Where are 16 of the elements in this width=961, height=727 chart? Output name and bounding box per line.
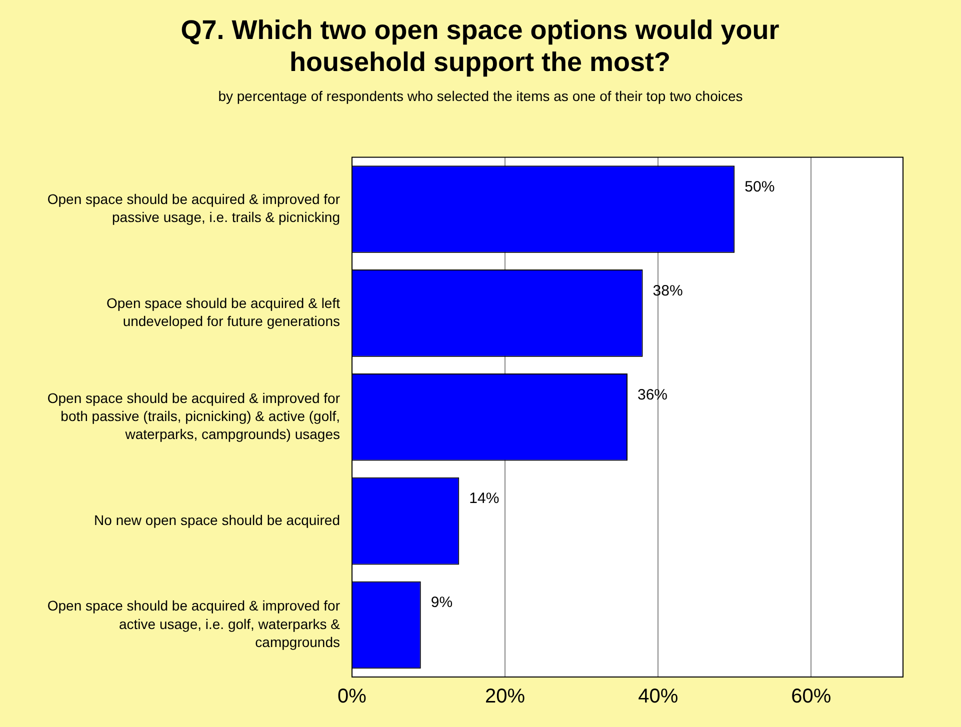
y-tick-label: Open space should be acquired & improved for active usage, i.e. golf, waterparks & campgrounds [47, 598, 341, 650]
chart-title: Q7. Which two open space options would your household support the most? [180, 14, 780, 78]
data-label: 14% [469, 490, 500, 508]
data-label: 9% [430, 594, 453, 612]
x-tick-label: 0% [338, 686, 367, 708]
y-tick-label: Open space should be acquired & left undeveloped for future generations [106, 294, 340, 330]
y-tick-label: Open space should be acquired & improved for passive usage, i.e. trails & picnicking [47, 191, 340, 226]
x-tick-label: 20% [485, 686, 526, 708]
y-tick-label: No new open space should be acquired [94, 512, 340, 528]
x-tick-label: 40% [638, 686, 678, 708]
data-label: 38% [652, 282, 683, 300]
data-label: 50% [744, 178, 775, 196]
y-tick-label: Open space should be acquired & improved for both passive (trails, picnicking) & active (golf, waterparks, campgrounds) usages [47, 390, 340, 442]
x-tick-label: 60% [791, 686, 832, 708]
chart-subtitle: by percentage of respondents who selected the items as one of their top two choices [217, 88, 744, 104]
data-label: 36% [638, 386, 668, 404]
